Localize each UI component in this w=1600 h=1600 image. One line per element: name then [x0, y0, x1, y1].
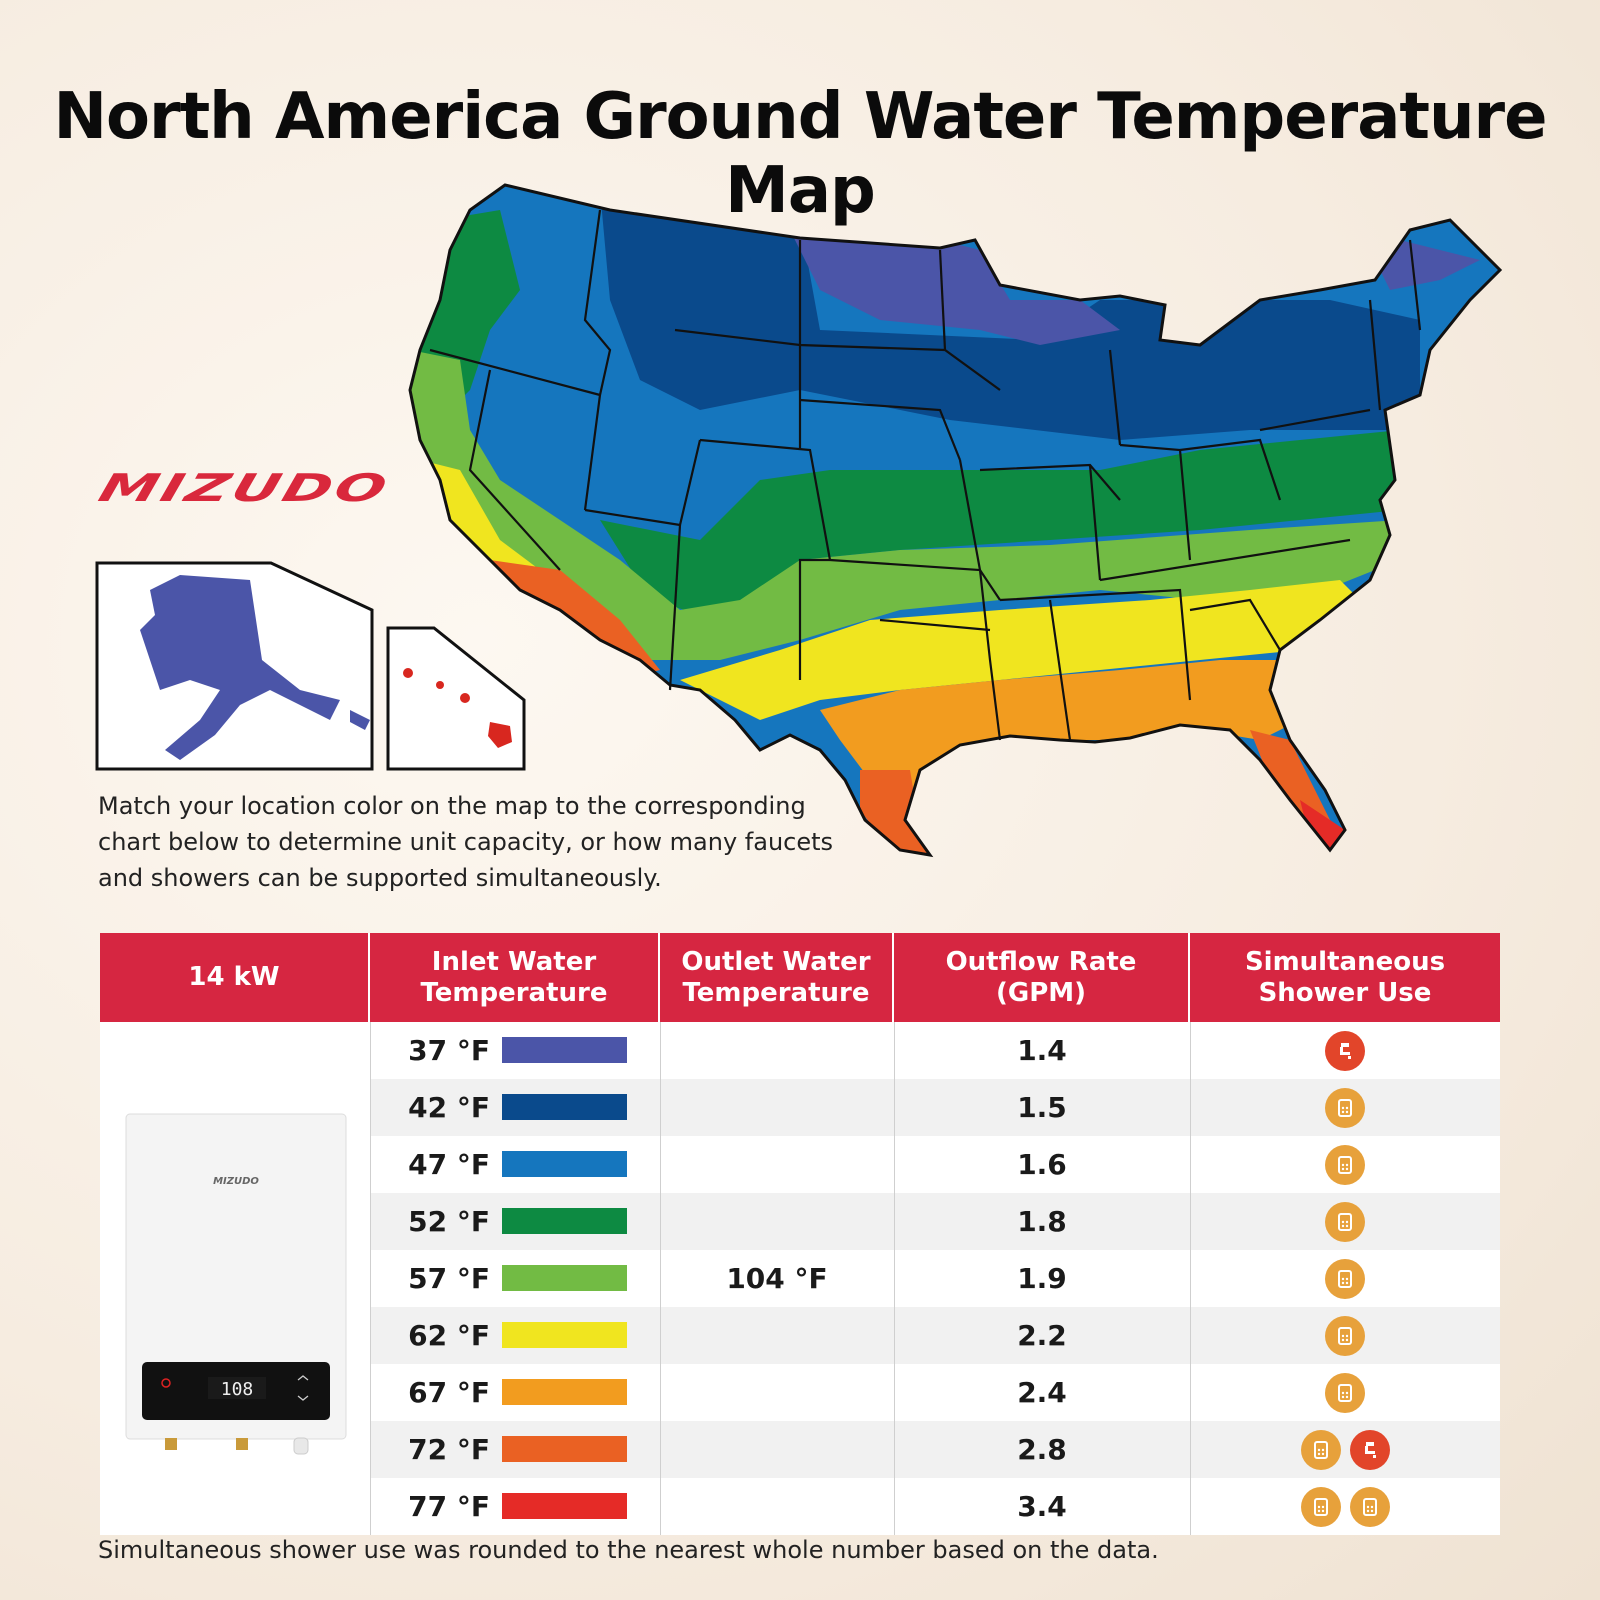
- inlet-temperature: 77 °F: [408, 1490, 490, 1523]
- column-divider: [1190, 1022, 1191, 1535]
- inlet-cell: 52 °F: [370, 1193, 660, 1250]
- outflow-rate: 1.8: [1017, 1205, 1067, 1238]
- inlet-temperature: 42 °F: [408, 1091, 490, 1124]
- header-use: Simultaneous Shower Use: [1244, 946, 1446, 1008]
- outflow-rate: 3.4: [1017, 1490, 1067, 1523]
- color-swatch: [502, 1379, 627, 1405]
- inlet-cell: 57 °F: [370, 1250, 660, 1307]
- page-title: North America Ground Water Temperature M…: [53, 80, 1547, 228]
- color-swatch: [502, 1094, 627, 1120]
- outflow-rate: 1.5: [1017, 1091, 1067, 1124]
- shower-icon: [1300, 1429, 1341, 1470]
- simultaneous-use: [1190, 1478, 1500, 1535]
- simultaneous-use: [1190, 1250, 1500, 1307]
- color-swatch: [502, 1436, 627, 1462]
- table-row: 67 °F 2.4: [370, 1364, 1500, 1421]
- table-row: 37 °F 1.4: [370, 1022, 1500, 1079]
- inlet-cell: 37 °F: [370, 1022, 660, 1079]
- table-row: 62 °F 2.2: [370, 1307, 1500, 1364]
- color-swatch: [502, 1265, 627, 1291]
- color-swatch: [502, 1493, 627, 1519]
- inlet-cell: 62 °F: [370, 1307, 660, 1364]
- shower-icon: [1325, 1201, 1365, 1242]
- outflow-rate: 1.4: [1017, 1034, 1067, 1067]
- simultaneous-use: [1190, 1079, 1500, 1136]
- inlet-cell: 67 °F: [370, 1364, 660, 1421]
- simultaneous-use: [1190, 1421, 1500, 1478]
- inlet-temperature: 47 °F: [408, 1148, 490, 1181]
- column-divider: [660, 1022, 661, 1535]
- color-swatch: [502, 1322, 627, 1348]
- table-row: 72 °F 2.8: [370, 1421, 1500, 1478]
- color-swatch: [502, 1037, 627, 1063]
- simultaneous-use: [1190, 1364, 1500, 1421]
- shower-icon: [1325, 1258, 1365, 1299]
- outflow-rate: 2.4: [1017, 1376, 1067, 1409]
- inlet-temperature: 67 °F: [408, 1376, 490, 1409]
- outflow-rate: 1.9: [1017, 1262, 1067, 1295]
- inlet-cell: 72 °F: [370, 1421, 660, 1478]
- table-row: 47 °F 1.6: [370, 1136, 1500, 1193]
- table-row: 77 °F 3.4: [370, 1478, 1500, 1535]
- brand-logo: MIZUDO: [93, 466, 395, 510]
- simultaneous-use: [1190, 1307, 1500, 1364]
- inlet-cell: 47 °F: [370, 1136, 660, 1193]
- table-row: 42 °F 1.5: [370, 1079, 1500, 1136]
- capacity-table: 14 kW Inlet Water Temperature Outlet Wate…: [100, 933, 1500, 1535]
- shower-icon: [1325, 1087, 1365, 1128]
- shower-icon: [1325, 1144, 1365, 1185]
- header-rate: Outflow Rate (GPM): [894, 933, 1190, 1022]
- map-instructions: Match your location color on the map to …: [98, 792, 834, 892]
- table-row: 57 °F 1.9: [370, 1250, 1500, 1307]
- heater-display: 108: [221, 1379, 254, 1400]
- shower-icon: [1325, 1315, 1365, 1356]
- heater-image: MIZUDO 108: [100, 1022, 370, 1535]
- table-row: 52 °F 1.8: [370, 1193, 1500, 1250]
- faucet-icon: [1325, 1030, 1365, 1071]
- shower-icon: [1325, 1372, 1365, 1413]
- header-outlet: Outlet Water Temperature: [660, 933, 894, 1022]
- column-divider: [894, 1022, 895, 1535]
- shower-icon: [1349, 1486, 1390, 1527]
- column-divider: [370, 1022, 371, 1535]
- simultaneous-use: [1190, 1193, 1500, 1250]
- simultaneous-use: [1190, 1136, 1500, 1193]
- inlet-temperature: 72 °F: [408, 1433, 490, 1466]
- inlet-temperature: 62 °F: [408, 1319, 490, 1352]
- header-inlet: Inlet Water Temperature: [370, 933, 660, 1022]
- inlet-cell: 42 °F: [370, 1079, 660, 1136]
- outflow-rate: 2.8: [1017, 1433, 1067, 1466]
- faucet-icon: [1349, 1429, 1390, 1470]
- outflow-rate: 2.2: [1017, 1319, 1067, 1352]
- footnote: Simultaneous shower use was rounded to t…: [98, 1536, 1159, 1564]
- outflow-rate: 1.6: [1017, 1148, 1067, 1181]
- inlet-cell: 77 °F: [370, 1478, 660, 1535]
- simultaneous-use: [1190, 1022, 1500, 1079]
- color-swatch: [502, 1151, 627, 1177]
- color-swatch: [502, 1208, 627, 1234]
- heater-brand: MIZUDO: [213, 1176, 259, 1187]
- table-header: 14 kW Inlet Water Temperature Outlet Wate…: [100, 933, 1500, 1022]
- inlet-temperature: 57 °F: [408, 1262, 490, 1295]
- shower-icon: [1300, 1486, 1341, 1527]
- table-body: MIZUDO 108 104 °F 37 °F 1.4 42 °F 1.5 47 °F 1…: [100, 1022, 1500, 1535]
- header-unit: 14 kW: [100, 933, 370, 1022]
- hawaii-inset: [386, 626, 526, 771]
- inlet-temperature: 37 °F: [408, 1034, 490, 1067]
- alaska-inset: [95, 561, 374, 771]
- inlet-temperature: 52 °F: [408, 1205, 490, 1238]
